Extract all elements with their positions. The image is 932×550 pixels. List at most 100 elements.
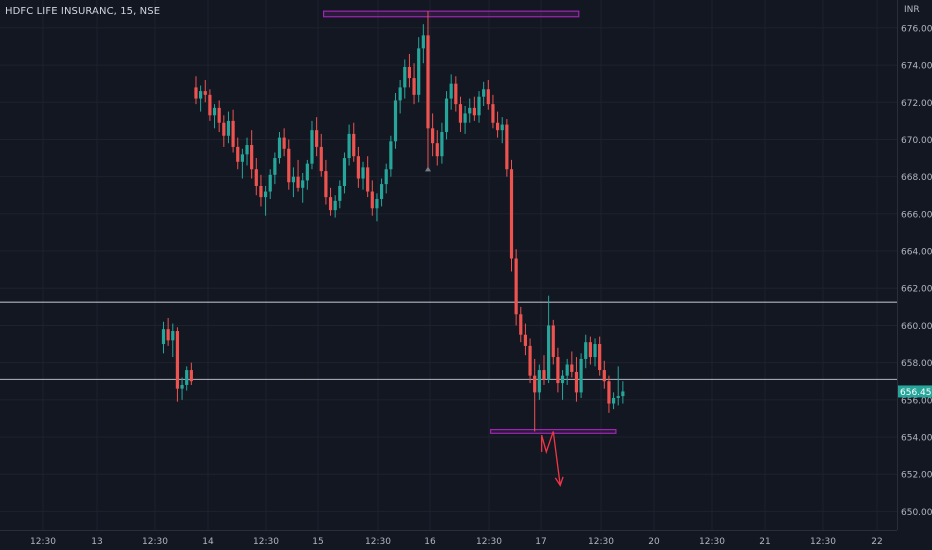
candle[interactable] (542, 355, 546, 385)
candle[interactable] (509, 159, 514, 272)
candle[interactable] (342, 152, 347, 194)
candle[interactable] (212, 104, 217, 129)
candle[interactable] (226, 111, 231, 144)
candle[interactable] (426, 11, 430, 172)
candle[interactable] (440, 122, 444, 164)
candle[interactable] (417, 37, 421, 103)
candle[interactable] (282, 128, 286, 157)
candle[interactable] (500, 117, 504, 144)
candle[interactable] (435, 130, 439, 166)
candle[interactable] (407, 53, 412, 88)
candle[interactable] (482, 81, 486, 106)
candle[interactable] (305, 159, 309, 190)
candle[interactable] (236, 137, 240, 170)
candle[interactable] (403, 59, 407, 99)
candle[interactable] (203, 79, 207, 103)
projection-arrow[interactable] (541, 431, 564, 487)
time-axis[interactable]: 12:30 13 12:30 14 12:30 15 12:30 16 12:30 17 12:30… (0, 530, 932, 550)
candle[interactable] (495, 111, 500, 138)
candle[interactable] (533, 358, 537, 432)
candle[interactable] (222, 115, 226, 147)
candle[interactable] (352, 122, 356, 162)
candle[interactable] (574, 357, 579, 402)
candle[interactable] (347, 124, 351, 166)
candle[interactable] (185, 366, 189, 391)
candle[interactable] (370, 180, 374, 216)
candle[interactable] (547, 295, 551, 384)
candle[interactable] (166, 318, 170, 346)
candle[interactable] (528, 338, 532, 384)
candle[interactable] (217, 100, 221, 133)
candle[interactable] (593, 338, 597, 367)
candle[interactable] (277, 132, 282, 164)
candle[interactable] (454, 76, 458, 112)
candle[interactable] (570, 351, 574, 378)
candle[interactable] (621, 381, 625, 404)
candle[interactable] (324, 159, 328, 205)
candle[interactable] (607, 375, 611, 413)
candles[interactable] (161, 11, 625, 432)
candle[interactable] (611, 392, 616, 410)
candle[interactable] (291, 167, 296, 198)
candle[interactable] (519, 306, 523, 343)
candle[interactable] (486, 79, 490, 110)
candle[interactable] (366, 156, 370, 198)
candle[interactable] (189, 362, 193, 385)
candle[interactable] (379, 178, 384, 207)
candle[interactable] (245, 137, 249, 166)
candle[interactable] (588, 336, 592, 365)
candle[interactable] (584, 334, 588, 369)
candle[interactable] (458, 96, 463, 133)
candle[interactable] (319, 133, 323, 177)
price-axis[interactable]: 650.00 652.00 654.00 656.00 658.00 660.00 662.… (897, 0, 932, 550)
candle[interactable] (180, 377, 184, 400)
candle[interactable] (560, 370, 565, 400)
candle[interactable] (310, 120, 314, 170)
candle[interactable] (477, 91, 481, 123)
candle[interactable] (175, 327, 180, 402)
candle[interactable] (412, 63, 416, 105)
candle[interactable] (616, 366, 620, 406)
candle[interactable] (250, 130, 254, 179)
candle[interactable] (208, 89, 212, 121)
candle[interactable] (431, 113, 435, 157)
candle[interactable] (472, 96, 476, 121)
candle[interactable] (444, 91, 449, 140)
candle[interactable] (240, 148, 244, 179)
candle[interactable] (273, 152, 277, 185)
candle[interactable] (505, 119, 509, 177)
candle[interactable] (384, 163, 388, 194)
candle[interactable] (565, 358, 569, 385)
candle[interactable] (551, 319, 555, 365)
zone-rectangle[interactable] (322, 10, 580, 18)
candle[interactable] (537, 364, 541, 400)
candle[interactable] (328, 187, 333, 216)
candle[interactable] (254, 158, 258, 196)
candle[interactable] (194, 76, 198, 105)
candle[interactable] (421, 24, 425, 64)
candle[interactable] (514, 249, 518, 326)
candle[interactable] (333, 195, 337, 218)
candle[interactable] (287, 139, 291, 190)
candle[interactable] (161, 321, 166, 354)
candle[interactable] (449, 74, 453, 110)
candle[interactable] (579, 353, 583, 398)
candle[interactable] (171, 323, 175, 358)
candle[interactable] (231, 109, 235, 153)
candle[interactable] (468, 98, 472, 123)
candle[interactable] (315, 117, 319, 157)
candle[interactable] (398, 79, 402, 114)
candle[interactable] (491, 94, 495, 129)
candle[interactable] (602, 360, 606, 389)
candle[interactable] (556, 347, 560, 393)
candle[interactable] (263, 185, 268, 216)
projection-line[interactable] (541, 431, 561, 486)
candle[interactable] (199, 85, 203, 112)
candle[interactable] (463, 106, 467, 134)
candle[interactable] (389, 135, 393, 177)
candle[interactable] (356, 146, 360, 188)
candle[interactable] (361, 161, 365, 190)
candle[interactable] (259, 174, 263, 207)
candle[interactable] (338, 180, 342, 209)
